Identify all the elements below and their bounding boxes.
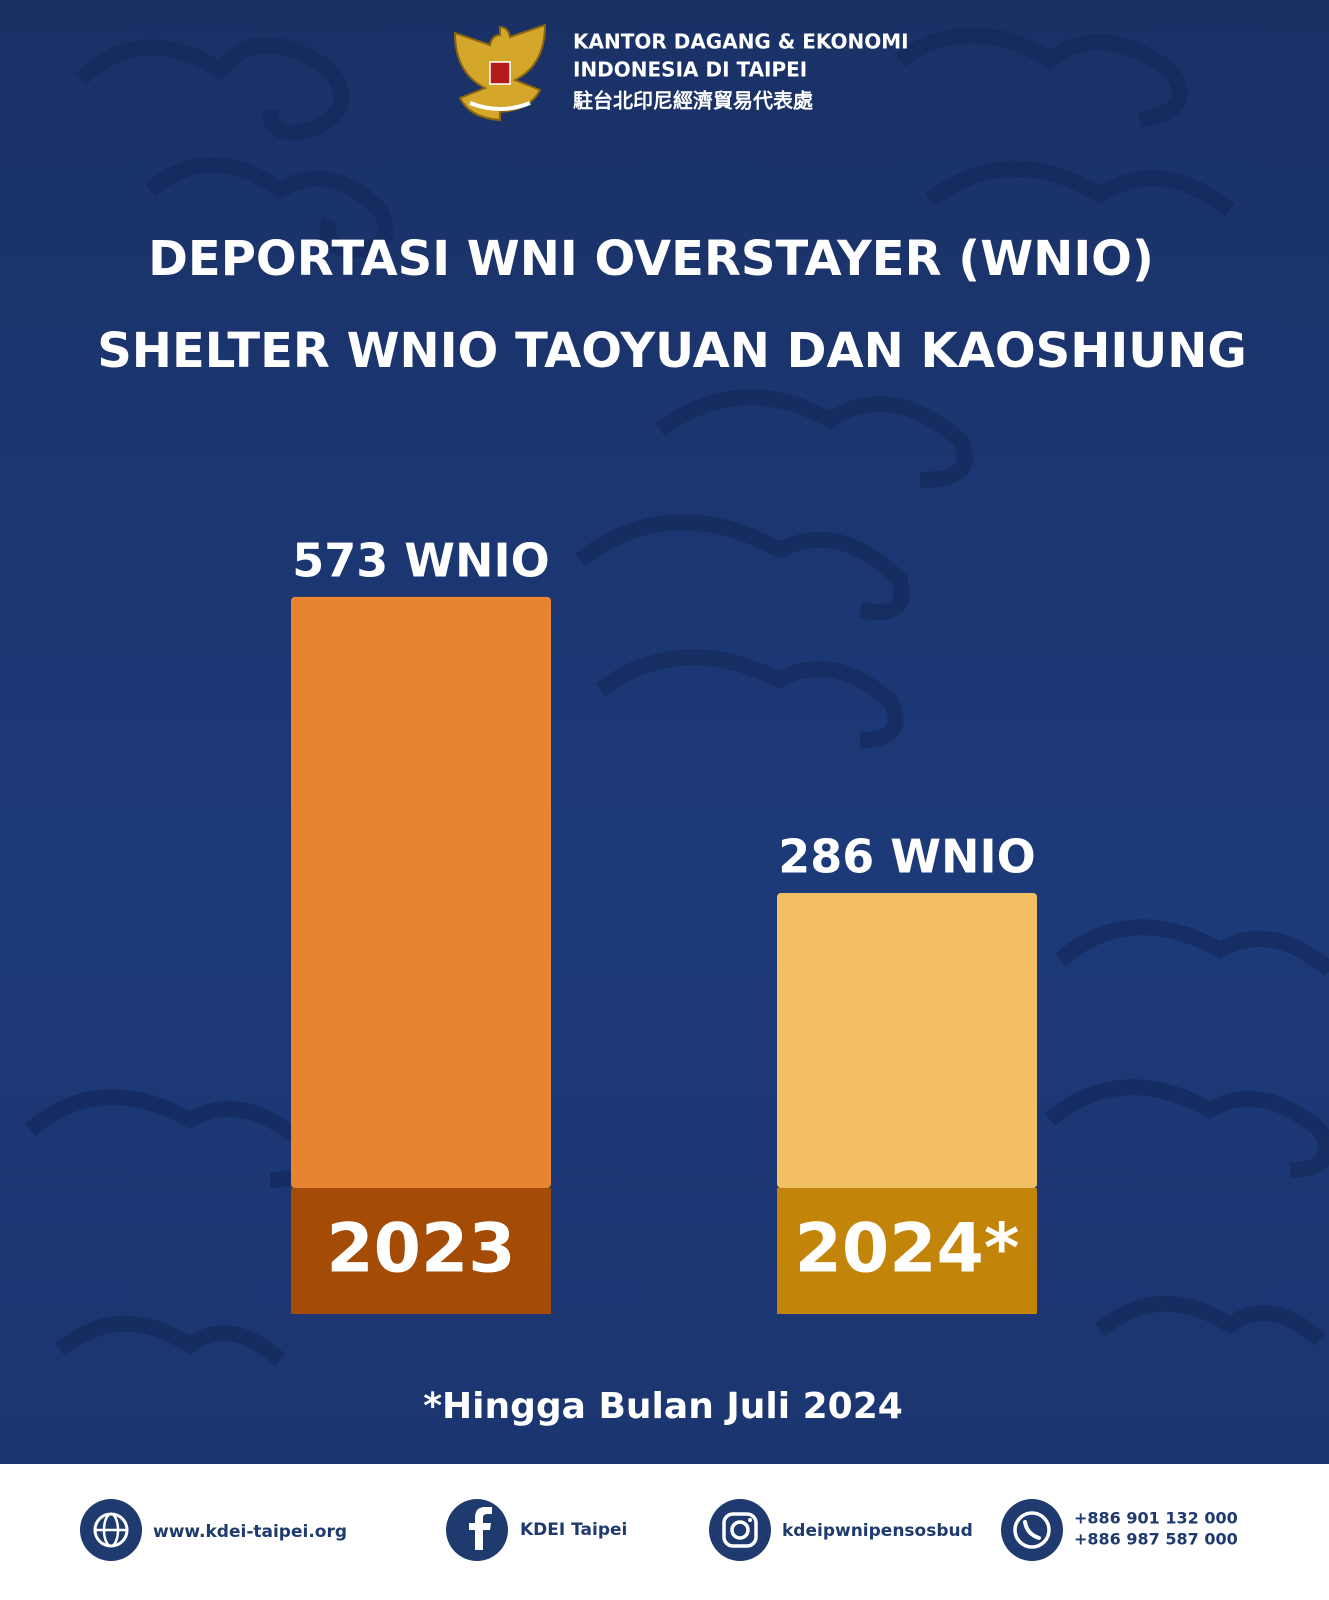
instagram: kdeipwnipensosbud (782, 1521, 973, 1541)
footer (0, 1464, 1329, 1600)
chart-subtitle: SHELTER WNIO TAOYUAN DAN KAOSHIUNG (97, 323, 1247, 379)
phone: +886 901 132 000 (1074, 1509, 1238, 1528)
bar (291, 596, 551, 1188)
value-label: 573 WNIO (292, 533, 550, 587)
chart-title: DEPORTASI WNI OVERSTAYER (WNIO) (148, 231, 1154, 287)
category-label: 2023 (326, 1210, 515, 1289)
cloud-pattern (24, 27, 1329, 1367)
footnote: *Hingga Bulan Juli 2024 (423, 1386, 903, 1427)
category-label: 2024* (795, 1210, 1020, 1289)
background (0, 0, 1329, 1464)
emblem (453, 23, 547, 122)
website: www.kdei-taipei.org (153, 1522, 347, 1542)
value-label: 286 WNIO (778, 829, 1036, 883)
org-name: KANTOR DAGANG & EKONOMI (573, 30, 909, 54)
category-band (291, 1188, 551, 1314)
org-name: 駐台北印尼經濟貿易代表處 (573, 89, 813, 113)
org-name: INDONESIA DI TAIPEI (573, 58, 807, 82)
footer-icons (80, 1499, 1063, 1561)
bar (777, 892, 1037, 1188)
facebook: KDEI Taipei (520, 1520, 627, 1540)
category-band (777, 1188, 1037, 1314)
phone: +886 987 587 000 (1074, 1530, 1238, 1549)
